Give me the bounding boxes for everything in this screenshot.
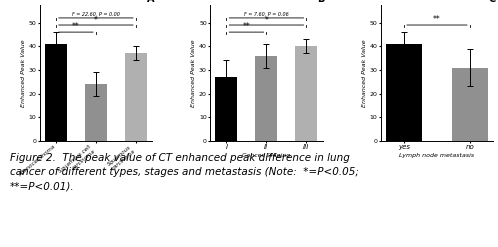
Text: Figure 2.  The peak value of CT enhanced peak difference in lung
cancer of diffe: Figure 2. The peak value of CT enhanced … xyxy=(10,153,359,191)
Bar xyxy=(45,44,67,141)
Y-axis label: Enhanced Peak Value: Enhanced Peak Value xyxy=(21,39,26,107)
Text: F = 22.60, P = 0.00: F = 22.60, P = 0.00 xyxy=(72,12,120,17)
Text: *: * xyxy=(94,16,98,25)
X-axis label: Cancer Staging: Cancer Staging xyxy=(243,153,290,158)
Text: **: ** xyxy=(433,15,441,24)
Text: B: B xyxy=(317,0,325,4)
Text: **: ** xyxy=(72,22,80,31)
Text: *: * xyxy=(264,16,268,25)
Text: **: ** xyxy=(243,22,250,31)
X-axis label: Lymph node metastasis: Lymph node metastasis xyxy=(399,153,475,158)
Bar xyxy=(216,77,238,141)
Bar xyxy=(452,67,488,141)
Y-axis label: Enhanced Peak Value: Enhanced Peak Value xyxy=(191,39,196,107)
Bar xyxy=(125,53,147,141)
Bar xyxy=(255,56,277,141)
Text: F = 7.60, P = 0.06: F = 7.60, P = 0.06 xyxy=(244,12,289,17)
Bar xyxy=(85,84,107,141)
Text: A: A xyxy=(147,0,154,4)
Bar xyxy=(386,44,422,141)
Bar xyxy=(295,46,317,141)
Y-axis label: Enhanced Peak Value: Enhanced Peak Value xyxy=(362,39,367,107)
Text: C: C xyxy=(488,0,496,4)
